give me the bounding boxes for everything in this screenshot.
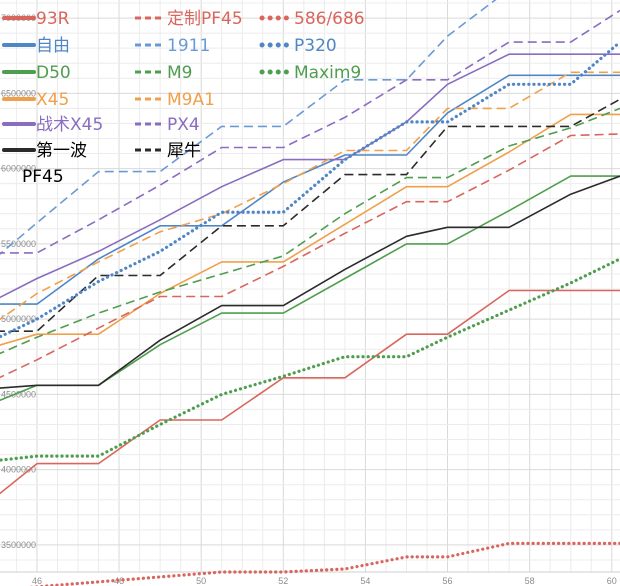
- legend-label-第一波: 第一波: [36, 141, 87, 161]
- x-tick-label: 50: [196, 576, 206, 586]
- legend-label-P320: P320: [294, 36, 337, 56]
- legend-label-Maxim9: Maxim9: [294, 63, 361, 83]
- series-line-1911: [0, 0, 497, 255]
- legend-label-X45: X45: [36, 90, 69, 110]
- series-line-X45: [0, 113, 620, 346]
- legend-label-M9: M9: [167, 63, 192, 83]
- series-line-M9A1: [0, 71, 620, 321]
- legend-label-93R: 93R: [36, 9, 70, 29]
- x-tick-label: 60: [607, 576, 617, 586]
- grid: [0, 0, 620, 573]
- legend-label-犀牛: 犀牛: [167, 141, 201, 161]
- series-line-第一波: [0, 175, 620, 389]
- y-tick-label: 4500000: [1, 389, 36, 399]
- y-tick-label: 4000000: [1, 465, 36, 475]
- x-tick-label: 58: [525, 576, 535, 586]
- y-tick-label: 6000000: [1, 164, 36, 174]
- series-line-Maxim9: [0, 257, 620, 462]
- legend-label-586/686: 586/686: [294, 9, 365, 29]
- legend-label-M9A1: M9A1: [167, 90, 215, 110]
- x-tick-label: 46: [32, 576, 42, 586]
- y-tick-label: 3500000: [1, 540, 36, 550]
- legend-label-战术X45: 战术X45: [36, 115, 103, 135]
- x-tick-label: 56: [443, 576, 453, 586]
- legend-label-extra: PF45: [22, 167, 64, 187]
- y-tick-label: 5500000: [1, 239, 36, 249]
- legend-label-PX4: PX4: [167, 115, 200, 135]
- legend: 93R 自由 D50 X45 战术X45 第一波 定制PF45 1911 M9 M9A1 PX4 犀牛…: [2, 9, 365, 187]
- series-line-自由: [0, 74, 620, 305]
- series-line-PX4: [0, 9, 620, 254]
- series-line-586/686: [27, 541, 620, 586]
- y-tick-label: 6500000: [1, 88, 36, 98]
- series-line-犀牛: [0, 98, 620, 332]
- legend-label-自由: 自由: [36, 36, 70, 56]
- x-tick-label: 52: [278, 576, 288, 586]
- series-line-P320: [0, 40, 620, 339]
- x-tick-label: 54: [360, 576, 370, 586]
- series-line-战术X45: [0, 53, 620, 299]
- series-line-93R: [0, 289, 620, 495]
- legend-label-1911: 1911: [167, 36, 210, 56]
- y-tick-label: 5000000: [1, 314, 36, 324]
- legend-label-定制PF45: 定制PF45: [167, 9, 243, 29]
- series-line-M9: [0, 107, 620, 355]
- legend-label-D50: D50: [36, 63, 71, 83]
- x-axis-ticks: 46 48 50 52 54 56 58 60: [32, 576, 617, 586]
- series-line-定制PF45: [0, 133, 620, 379]
